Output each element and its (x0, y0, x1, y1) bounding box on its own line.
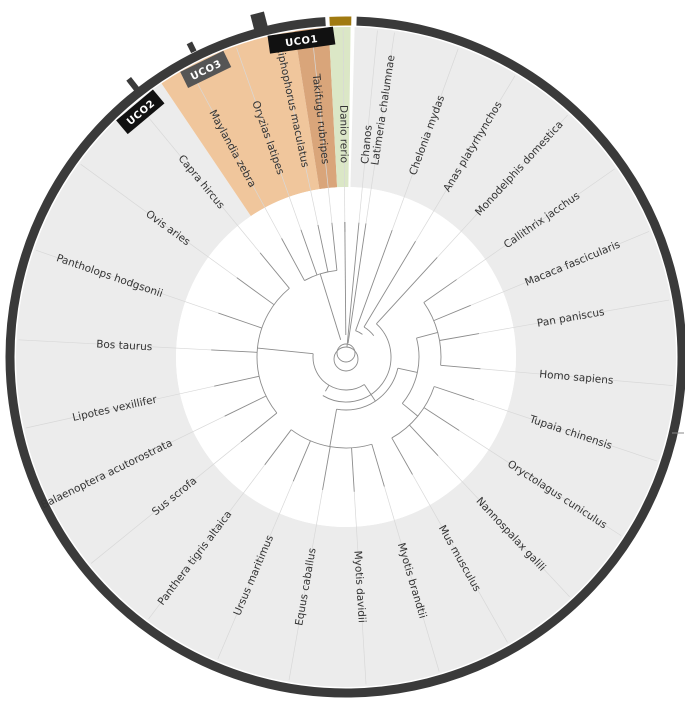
branch-segment (355, 229, 393, 331)
branch-segment (363, 241, 416, 328)
leaf-guide-line (217, 481, 294, 660)
branch-arc (355, 330, 363, 335)
leaf-guide-line (365, 32, 395, 224)
branch-segment (317, 224, 329, 272)
uco3-ring-tick (186, 41, 197, 54)
branch-segment (409, 424, 439, 457)
branch-segment (423, 407, 460, 431)
branch-segment (224, 395, 267, 417)
branch-segment (440, 364, 481, 370)
branch-segment (434, 386, 475, 401)
tree-branches (211, 222, 481, 492)
leaf-guide-line (236, 47, 302, 230)
branch-segment (331, 222, 338, 271)
branch-segment (264, 429, 292, 466)
leaf-guide-line (437, 455, 570, 598)
branch-segment (416, 331, 438, 339)
leaf-guide-line (436, 114, 568, 258)
branch-segment (329, 409, 338, 447)
branch-segment (259, 252, 290, 289)
branch-segment (376, 257, 438, 325)
leaf-guide-line (18, 339, 212, 351)
leaf-guide-line (148, 464, 266, 620)
leaf-guide-line (353, 491, 367, 685)
leaf-guide-line (412, 474, 508, 643)
uco2-ring-tick (126, 76, 140, 92)
clade-label-uco1: UCO1 (267, 26, 336, 54)
branch-segment (433, 304, 471, 322)
branch-segment (218, 312, 262, 329)
leaf-label: Chanos (359, 125, 375, 165)
leaf-guide-line (90, 441, 242, 564)
branch-segment (214, 375, 260, 387)
leaf-guide-line (311, 30, 333, 223)
root-loop-inner (336, 343, 356, 363)
branch-arc (256, 287, 290, 414)
branch-arc (322, 323, 392, 403)
leaf-guide-line (391, 48, 459, 231)
branch-segment (240, 412, 278, 443)
branch-segment (402, 403, 419, 417)
clade-label-box (180, 50, 232, 88)
branch-segment (292, 440, 311, 482)
leaf-guide-line (459, 430, 622, 536)
branch-segment (439, 333, 480, 341)
branch-segment (346, 222, 360, 348)
leaf-guide-line (342, 29, 346, 223)
branch-segment (211, 349, 258, 353)
branch-arc (401, 337, 420, 404)
branch-segment (300, 229, 318, 276)
leaf-guide-line (470, 231, 650, 306)
branch-segment (347, 223, 367, 344)
branch-segment (391, 437, 413, 475)
leaf-label: Myotis davidii (351, 550, 367, 623)
inner-white-disk (176, 187, 516, 527)
branch-segment (423, 279, 457, 303)
leaf-label: Danio rerio (337, 105, 350, 163)
branch-segment (351, 447, 355, 492)
leaf-guide-line (137, 103, 261, 254)
gray-clade-sector (15, 27, 676, 687)
branch-arc (363, 326, 375, 336)
leaf-guide-line (51, 415, 225, 502)
clade-label-box (267, 26, 336, 54)
branch-segment (236, 277, 275, 306)
branch-segment (257, 347, 314, 355)
clade-label-text: UCO1 (285, 34, 319, 49)
leaf-guide-line (25, 385, 215, 429)
clade-background-sectors (15, 27, 676, 687)
leaf-guide-line (480, 368, 673, 386)
leaf-label: Bos taurus (96, 338, 153, 353)
root-loop (333, 346, 359, 372)
branch-segment (397, 367, 418, 373)
leaf-guide-line (80, 163, 237, 278)
leaf-guide-line (456, 168, 615, 280)
uco1-ring-block (250, 11, 269, 33)
branch-segment (281, 238, 305, 281)
leaf-guide-line (384, 486, 440, 672)
branch-segment (319, 273, 342, 340)
leaf-guide-line (277, 36, 319, 226)
clade-label-box (116, 89, 165, 135)
leaf-guide-line (473, 399, 658, 462)
branch-segment (371, 444, 385, 487)
branch-segment (344, 222, 347, 336)
chanos-sector (328, 27, 351, 188)
leaf-guide-line (189, 68, 282, 239)
leaf-guide-line (35, 249, 219, 314)
leaf-guide-lines (18, 29, 673, 685)
outer-ring-main (5, 16, 685, 698)
leaf-guide-line (288, 489, 323, 681)
leaf-guide-line (358, 30, 378, 223)
uco1-sector (294, 27, 338, 190)
branch-segment (363, 384, 376, 402)
branch-segment (325, 385, 330, 392)
outer-ring-arcs (5, 11, 685, 698)
leaf-guide-line (415, 75, 516, 242)
leaf-guide-line (478, 299, 670, 334)
branch-segment (322, 446, 331, 491)
